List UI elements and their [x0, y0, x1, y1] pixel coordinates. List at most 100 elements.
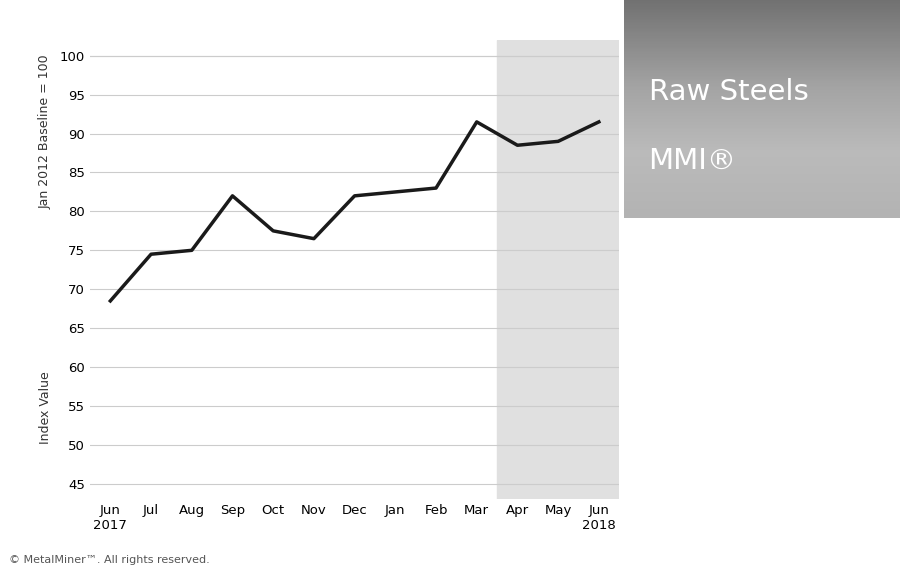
- Bar: [624, 70, 900, 71]
- Bar: [624, 107, 900, 109]
- Bar: [624, 129, 900, 131]
- Bar: [624, 212, 900, 214]
- Bar: [624, 160, 900, 161]
- Bar: [624, 10, 900, 11]
- Bar: [624, 141, 900, 142]
- Bar: [624, 49, 900, 51]
- Bar: [624, 58, 900, 60]
- Bar: [624, 64, 900, 65]
- Bar: [624, 84, 900, 86]
- Bar: [624, 176, 900, 177]
- Bar: [624, 39, 900, 41]
- Bar: [624, 89, 900, 90]
- Bar: [624, 61, 900, 63]
- Bar: [624, 211, 900, 212]
- Bar: [624, 82, 900, 83]
- Bar: [624, 215, 900, 216]
- Bar: [624, 106, 900, 107]
- Bar: [624, 2, 900, 3]
- Bar: [624, 210, 900, 211]
- Bar: [624, 68, 900, 70]
- Bar: [624, 185, 900, 186]
- Bar: [624, 144, 900, 145]
- Text: Raw Steels: Raw Steels: [649, 78, 808, 106]
- Bar: [624, 128, 900, 129]
- Bar: [624, 57, 900, 58]
- Bar: [624, 93, 900, 95]
- Bar: [624, 28, 900, 29]
- Bar: [624, 76, 900, 77]
- Bar: [624, 198, 900, 199]
- Bar: [624, 207, 900, 208]
- Bar: [624, 111, 900, 112]
- Bar: [624, 137, 900, 138]
- Bar: [624, 20, 900, 22]
- Text: June: June: [706, 335, 746, 354]
- Bar: [624, 131, 900, 133]
- Bar: [624, 9, 900, 10]
- Bar: [624, 103, 900, 104]
- Bar: [624, 104, 900, 106]
- Bar: [624, 0, 900, 2]
- Bar: [624, 92, 900, 93]
- Bar: [624, 38, 900, 39]
- Bar: [624, 36, 900, 38]
- Bar: [624, 201, 900, 202]
- Bar: [624, 52, 900, 54]
- Bar: [624, 86, 900, 87]
- Bar: [624, 32, 900, 33]
- Bar: [624, 79, 900, 80]
- Bar: [624, 173, 900, 174]
- Text: Up 3.4%: Up 3.4%: [706, 405, 783, 424]
- Bar: [624, 126, 900, 128]
- Bar: [624, 123, 900, 125]
- Bar: [624, 145, 900, 147]
- Bar: [624, 216, 900, 218]
- Bar: [624, 6, 900, 7]
- Bar: [624, 134, 900, 135]
- Bar: [624, 7, 900, 9]
- Bar: [624, 164, 900, 166]
- Bar: [624, 154, 900, 156]
- Bar: [624, 177, 900, 179]
- Bar: [624, 74, 900, 76]
- Bar: [624, 90, 900, 92]
- Bar: [624, 188, 900, 189]
- Bar: [624, 191, 900, 192]
- Bar: [624, 208, 900, 210]
- Bar: [624, 112, 900, 114]
- Bar: [624, 87, 900, 89]
- Bar: [624, 11, 900, 13]
- Bar: [624, 153, 900, 154]
- Bar: [624, 35, 900, 36]
- Text: TBD: TBD: [643, 501, 690, 521]
- Bar: [624, 214, 900, 215]
- Bar: [624, 5, 900, 6]
- Bar: [624, 100, 900, 102]
- Bar: [624, 170, 900, 172]
- Bar: [624, 167, 900, 169]
- Bar: [624, 147, 900, 148]
- Bar: [624, 142, 900, 144]
- Bar: [624, 166, 900, 167]
- Bar: [624, 109, 900, 111]
- Bar: [624, 80, 900, 82]
- Text: Index Value: Index Value: [39, 371, 51, 444]
- Bar: [624, 122, 900, 123]
- Bar: [624, 17, 900, 19]
- Text: MMI®: MMI®: [649, 147, 736, 174]
- Bar: [624, 156, 900, 157]
- Bar: [624, 13, 900, 14]
- Bar: [624, 46, 900, 48]
- Bar: [624, 77, 900, 79]
- Bar: [624, 14, 900, 16]
- Bar: [624, 22, 900, 24]
- Bar: [624, 63, 900, 64]
- Bar: [624, 29, 900, 30]
- Bar: [624, 95, 900, 96]
- Bar: [624, 133, 900, 134]
- Bar: [624, 202, 900, 204]
- Text: 92: 92: [706, 370, 732, 388]
- Bar: [624, 189, 900, 191]
- Bar: [624, 115, 900, 117]
